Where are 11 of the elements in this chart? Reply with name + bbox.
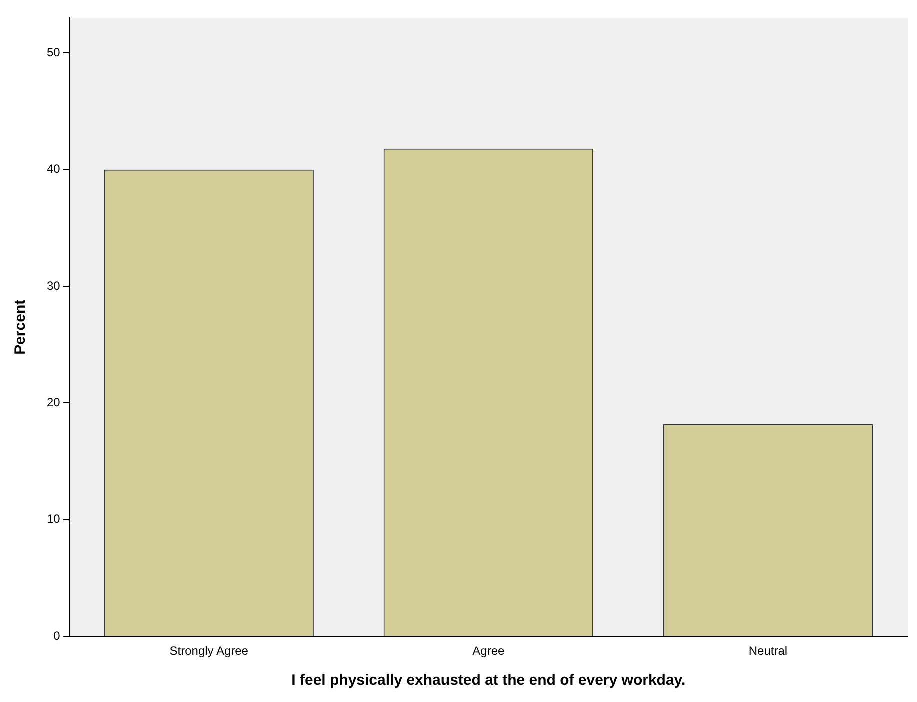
y-tick-label: 20 bbox=[46, 396, 61, 410]
x-tick-label: Agree bbox=[472, 644, 506, 658]
y-tick-label: 0 bbox=[54, 628, 61, 643]
y-tick-label: 40 bbox=[46, 162, 61, 176]
x-tick-label: Neutral bbox=[748, 644, 788, 658]
x-tick-label: Strongly Agree bbox=[170, 644, 249, 658]
y-tick-label: 10 bbox=[46, 512, 61, 526]
y-tick-label: 50 bbox=[46, 46, 61, 60]
x-axis-title: I feel physically exhausted at the end of every workday. bbox=[292, 672, 686, 690]
y-axis-title: Percent bbox=[12, 300, 30, 355]
y-tick-label: 30 bbox=[46, 278, 61, 293]
